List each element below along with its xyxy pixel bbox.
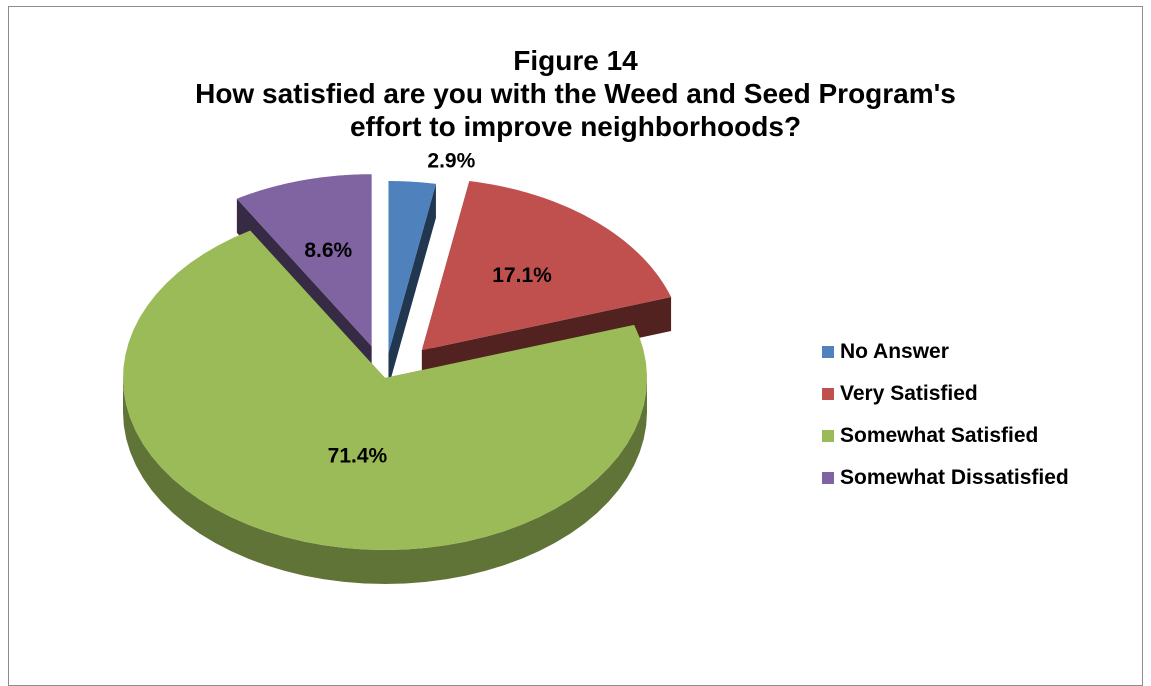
chart-title: Figure 14 How satisfied are you with the… [0, 44, 1151, 143]
pie-slice-top-very-satisfied [421, 181, 672, 351]
legend-swatch-very-satisfied [822, 388, 834, 400]
legend: No Answer Very Satisfied Somewhat Satisf… [822, 331, 1069, 499]
pie-slice-somewhat-satisfied [123, 230, 647, 584]
legend-item-very-satisfied: Very Satisfied [822, 373, 1069, 415]
pie-slice-side-somewhat-satisfied [123, 378, 647, 584]
data-label-no-answer: 2.9% [427, 149, 475, 172]
legend-swatch-no-answer [822, 346, 834, 358]
data-label-very-satisfied: 17.1% [492, 264, 552, 287]
legend-label-very-satisfied: Very Satisfied [840, 382, 978, 405]
legend-item-somewhat-satisfied: Somewhat Satisfied [822, 415, 1069, 457]
pie-slice-wall-no-answer [388, 183, 436, 388]
legend-label-somewhat-satisfied: Somewhat Satisfied [840, 424, 1039, 447]
legend-label-somewhat-dissatisfied: Somewhat Dissatisfied [840, 466, 1069, 489]
pie-slice-top-somewhat-dissatisfied [236, 174, 372, 347]
legend-swatch-somewhat-satisfied [822, 430, 834, 442]
legend-label-no-answer: No Answer [840, 340, 949, 363]
legend-item-somewhat-dissatisfied: Somewhat Dissatisfied [822, 457, 1069, 499]
legend-swatch-somewhat-dissatisfied [822, 472, 834, 484]
pie-slice-top-somewhat-satisfied [123, 230, 647, 550]
pie-slice-no-answer [388, 181, 436, 388]
data-label-somewhat-satisfied: 71.4% [328, 444, 388, 467]
chart-title-line-3: effort to improve neighborhoods? [349, 111, 802, 142]
legend-item-no-answer: No Answer [822, 331, 1069, 373]
data-label-somewhat-dissatisfied: 8.6% [304, 239, 352, 262]
pie-slice-top-no-answer [388, 181, 436, 354]
chart-title-line-1: Figure 14 [513, 45, 638, 76]
chart-title-line-2: How satisfied are you with the Weed and … [195, 78, 956, 109]
